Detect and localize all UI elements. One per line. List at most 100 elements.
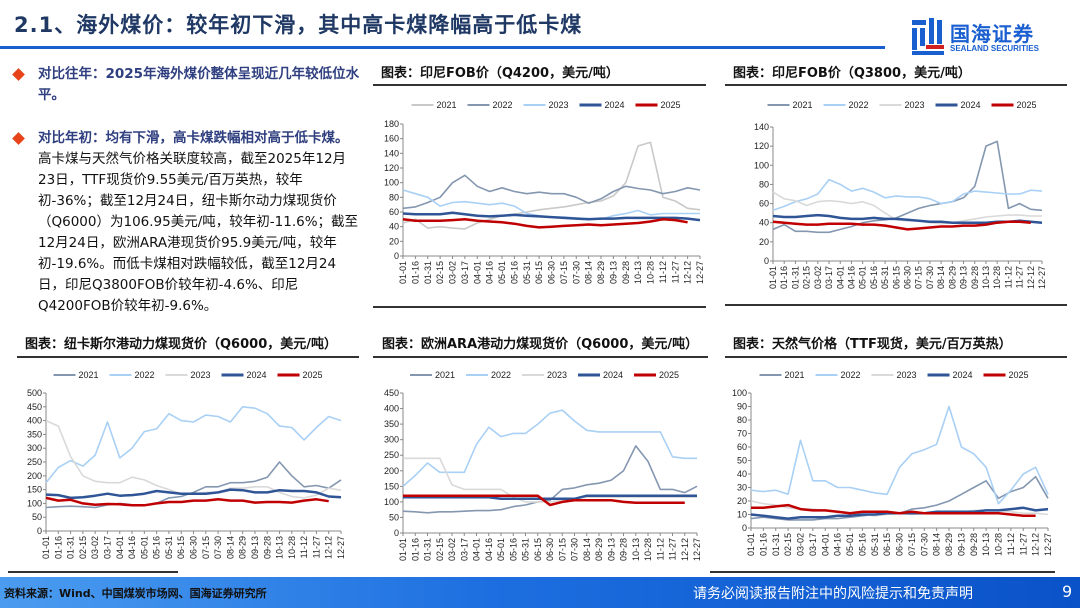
chart-title-ara: 图表：欧洲ARA港动力煤现货价（Q6000，美元/吨） bbox=[382, 337, 699, 352]
legend-label-2021: 2021 bbox=[79, 370, 99, 380]
y-tick-label: 450 bbox=[27, 402, 42, 412]
x-tick-label: 05-01 bbox=[496, 538, 506, 561]
legend-label-2023: 2023 bbox=[547, 370, 567, 380]
y-tick-label: 40 bbox=[759, 218, 769, 228]
logo-text-cn: 国海证券 bbox=[950, 22, 1034, 46]
legend-label-2023: 2023 bbox=[905, 100, 925, 110]
series-line-2025 bbox=[45, 496, 329, 507]
x-tick-label: 01-31 bbox=[66, 536, 76, 559]
y-tick-label: 120 bbox=[754, 141, 769, 151]
y-tick-label: 450 bbox=[384, 388, 399, 398]
x-tick-label: 10-28 bbox=[287, 536, 297, 559]
page-number: 9 bbox=[1062, 582, 1073, 601]
x-tick-label: 06-15 bbox=[534, 261, 544, 284]
x-tick-label: 11-27 bbox=[670, 261, 680, 283]
chart-divider bbox=[373, 356, 708, 358]
y-tick-label: 50 bbox=[389, 512, 399, 522]
chart-divider bbox=[373, 306, 706, 308]
y-tick-label: 400 bbox=[27, 416, 42, 426]
legend-label-2024: 2024 bbox=[605, 100, 625, 110]
x-tick-label: 04-16 bbox=[485, 261, 495, 284]
y-tick-label: 150 bbox=[27, 485, 42, 495]
legend-label-2023: 2023 bbox=[897, 370, 917, 380]
x-tick-label: 09-28 bbox=[969, 533, 979, 556]
x-tick-label: 07-15 bbox=[557, 538, 567, 561]
summary-text: 对比往年：2025年海外煤价整体呈现近几年较低位水平。 对比年初：均有下滑，高卡… bbox=[8, 64, 360, 331]
x-tick-label: 09-28 bbox=[619, 538, 629, 561]
y-tick-label: 20 bbox=[737, 496, 747, 506]
x-tick-label: 05-16 bbox=[869, 266, 879, 289]
y-tick-label: 100 bbox=[384, 178, 399, 188]
x-tick-label: 09-28 bbox=[262, 536, 272, 559]
x-tick-label: 01-16 bbox=[53, 536, 63, 559]
x-tick-label: 04-16 bbox=[484, 538, 494, 561]
x-tick-label: 08-29 bbox=[944, 533, 954, 556]
chart-divider bbox=[17, 356, 359, 358]
chart-newcastle: 0 50 100 150 200 250 300 350 400 450 500 01-01 01-16… bbox=[27, 370, 346, 559]
y-tick-label: 0 bbox=[394, 251, 399, 261]
x-tick-label: 12-12 bbox=[683, 261, 693, 284]
x-tick-label: 03-02 bbox=[448, 261, 458, 284]
y-tick-label: 150 bbox=[384, 481, 399, 491]
y-tick-label: 100 bbox=[27, 498, 42, 508]
series-line-2022 bbox=[772, 178, 1043, 212]
series-line-2023 bbox=[403, 457, 697, 503]
x-tick-label: 03-17 bbox=[808, 533, 818, 556]
legend-label-2024: 2024 bbox=[953, 370, 973, 380]
x-tick-label: 06-30 bbox=[189, 536, 199, 559]
series-line-2021 bbox=[402, 141, 701, 230]
chart-divider bbox=[725, 304, 1067, 306]
y-tick-label: 60 bbox=[737, 442, 747, 452]
y-tick-label: 300 bbox=[27, 443, 42, 453]
y-tick-label: 80 bbox=[737, 415, 747, 425]
x-tick-label: 09-28 bbox=[970, 266, 980, 289]
x-tick-label: 07-15 bbox=[907, 533, 917, 556]
legend-label-2021: 2021 bbox=[793, 100, 813, 110]
x-tick-label: 01-31 bbox=[423, 538, 433, 561]
x-tick-label: 05-01 bbox=[845, 533, 855, 556]
series-line-2021 bbox=[45, 461, 342, 509]
y-tick-label: 500 bbox=[27, 388, 42, 398]
chart-divider bbox=[8, 571, 178, 573]
chart-divider bbox=[725, 84, 1067, 86]
y-tick-label: 0 bbox=[394, 528, 399, 538]
legend-label-2021: 2021 bbox=[785, 370, 805, 380]
chart-ttf: 0 10 20 30 40 50 60 70 80 90 100 01-01 01-16 01-31 02-… bbox=[732, 370, 1053, 556]
series-line-2022 bbox=[402, 174, 701, 210]
bullet-year-compare: 对比往年：2025年海外煤价整体呈现近几年较低位水平。 bbox=[8, 64, 360, 106]
x-tick-label: 05-16 bbox=[508, 538, 518, 561]
legend-label-2024: 2024 bbox=[247, 370, 267, 380]
y-tick-label: 160 bbox=[384, 134, 399, 144]
x-tick-label: 11-12 bbox=[1003, 266, 1013, 288]
x-tick-label: 03-02 bbox=[447, 538, 457, 561]
series-line-2021 bbox=[402, 445, 698, 514]
x-tick-label: 07-15 bbox=[914, 266, 924, 289]
x-tick-label: 02-15 bbox=[802, 266, 812, 289]
diamond-bullet-icon bbox=[12, 68, 25, 81]
chart-divider bbox=[710, 571, 1055, 573]
x-tick-label: 07-15 bbox=[559, 261, 569, 284]
series-line-2022 bbox=[45, 406, 342, 484]
y-tick-label: 350 bbox=[27, 429, 42, 439]
x-tick-label: 01-31 bbox=[790, 266, 800, 289]
y-tick-label: 50 bbox=[32, 512, 42, 522]
x-tick-label: 05-31 bbox=[870, 533, 880, 556]
source-note: 资料来源：Wind、中国煤炭市场网、国海证券研究所 bbox=[4, 587, 267, 600]
y-tick-label: 50 bbox=[737, 456, 747, 466]
x-tick-label: 04-01 bbox=[115, 536, 125, 559]
x-tick-label: 11-12 bbox=[1006, 533, 1016, 555]
x-tick-label: 01-01 bbox=[768, 266, 778, 289]
x-tick-label: 04-16 bbox=[846, 266, 856, 289]
x-tick-label: 03-17 bbox=[460, 261, 470, 284]
x-tick-label: 11-27 bbox=[311, 536, 321, 558]
slide-title: 2.1、海外煤价：较年初下滑，其中高卡煤降幅高于低卡煤 bbox=[14, 13, 583, 37]
footer-bar: 资料来源：Wind、中国煤炭市场网、国海证券研究所 请务必阅读报告附注中的风险提… bbox=[0, 577, 1080, 608]
y-tick-label: 400 bbox=[384, 404, 399, 414]
x-tick-label: 09-13 bbox=[959, 266, 969, 289]
chart-divider bbox=[725, 356, 1067, 358]
x-tick-label: 05-16 bbox=[509, 261, 519, 284]
x-tick-label: 01-16 bbox=[779, 266, 789, 289]
x-tick-label: 12-27 bbox=[1037, 266, 1047, 289]
y-tick-label: 60 bbox=[389, 207, 399, 217]
